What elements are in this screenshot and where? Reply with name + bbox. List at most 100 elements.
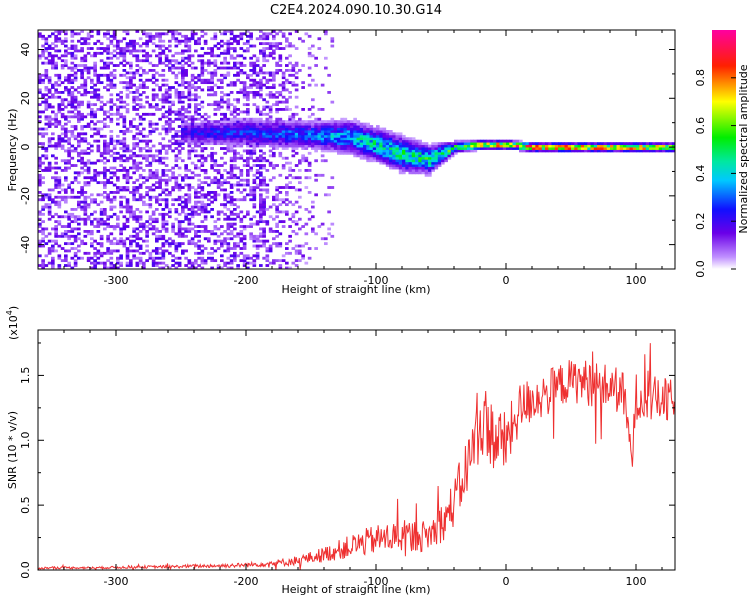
- heatmap-cell: [174, 256, 179, 260]
- heatmap-cell: [239, 230, 244, 233]
- heatmap-cell: [177, 264, 182, 267]
- heatmap-cell: [177, 39, 182, 43]
- heatmap-cell: [275, 208, 279, 211]
- heatmap-cell: [395, 137, 400, 141]
- heatmap-cell: [122, 51, 127, 55]
- heatmap-cell: [142, 169, 146, 172]
- heatmap-cell: [83, 37, 88, 41]
- heatmap-cell: [64, 78, 68, 82]
- heatmap-cell: [431, 151, 435, 155]
- heatmap-cell: [233, 49, 237, 53]
- heatmap-cell: [64, 264, 68, 267]
- heatmap-cell: [610, 144, 614, 148]
- heatmap-cell: [239, 220, 244, 224]
- heatmap-cell: [112, 191, 117, 194]
- heatmap-cell: [203, 132, 208, 136]
- heatmap-cell: [239, 251, 244, 255]
- heatmap-cell: [47, 103, 52, 107]
- heatmap-cell: [190, 37, 195, 41]
- heatmap-cell: [408, 149, 413, 153]
- heatmap-cell: [93, 176, 97, 180]
- heatmap-cell: [112, 173, 117, 177]
- heatmap-cell: [262, 37, 266, 41]
- heatmap-cell: [402, 159, 406, 163]
- heatmap-cell: [112, 249, 117, 253]
- heatmap-cell: [190, 120, 195, 124]
- heatmap-cell: [41, 73, 45, 77]
- heatmap-cell: [236, 91, 240, 94]
- heatmap-cell: [223, 61, 227, 65]
- heatmap-cell: [190, 171, 195, 175]
- heatmap-cell: [122, 64, 127, 67]
- heatmap-cell: [44, 234, 49, 238]
- heatmap-cell: [70, 266, 75, 269]
- heatmap-cell: [239, 130, 244, 133]
- heatmap-cell: [304, 159, 309, 163]
- heatmap-cell: [187, 44, 192, 48]
- heatmap-cell: [41, 244, 45, 248]
- heatmap-cell: [226, 242, 231, 246]
- heatmap-cell: [181, 176, 185, 180]
- heatmap-cell: [213, 54, 218, 58]
- heatmap-cell: [343, 130, 348, 133]
- heatmap-cell: [265, 71, 270, 75]
- heatmap-cell: [467, 142, 471, 146]
- heatmap-cell: [275, 110, 279, 114]
- heatmap-cell: [90, 261, 94, 265]
- heatmap-cell: [385, 149, 390, 153]
- heatmap-cell: [38, 56, 42, 60]
- heatmap-cell: [77, 244, 81, 248]
- heatmap-cell: [51, 117, 55, 121]
- heatmap-cell: [532, 149, 536, 153]
- heatmap-cell: [262, 144, 266, 148]
- heatmap-cell: [51, 249, 55, 253]
- heatmap-cell: [190, 237, 195, 241]
- heatmap-cell: [194, 193, 198, 197]
- heatmap-cell: [574, 142, 578, 146]
- heatmap-cell: [265, 247, 270, 250]
- snr-frame: [37, 329, 676, 571]
- heatmap-cell: [96, 149, 101, 153]
- heatmap-cell: [246, 142, 250, 146]
- heatmap-cell: [109, 117, 114, 121]
- heatmap-cell: [220, 181, 224, 185]
- heatmap-cell: [580, 144, 585, 148]
- heatmap-cell: [356, 125, 361, 128]
- heatmap-cell: [197, 195, 201, 199]
- heatmap-cell: [616, 142, 621, 146]
- heatmap-cell: [47, 95, 52, 99]
- heatmap-cell: [47, 88, 52, 92]
- heatmap-cell: [421, 151, 426, 155]
- heatmap-cell: [405, 151, 409, 155]
- heatmap-cell: [174, 30, 179, 33]
- heatmap-cell: [106, 37, 110, 41]
- heatmap-cell: [161, 256, 166, 260]
- heatmap-cell: [226, 222, 231, 226]
- heatmap-cell: [395, 164, 400, 167]
- heatmap-cell: [200, 205, 205, 209]
- heatmap-cell: [96, 120, 101, 124]
- heatmap-cell: [177, 125, 182, 128]
- heatmap-cell: [54, 54, 58, 58]
- heatmap-cell: [281, 71, 286, 75]
- heatmap-cell: [51, 227, 55, 231]
- heatmap-cell: [210, 256, 214, 260]
- heatmap-cell: [210, 251, 214, 255]
- heatmap-cell: [125, 200, 130, 204]
- heatmap-cell: [376, 130, 380, 133]
- heatmap-cell: [229, 217, 234, 221]
- heatmap-cell: [90, 222, 94, 226]
- heatmap-cell: [213, 59, 218, 63]
- heatmap-cell: [93, 91, 97, 94]
- heatmap-cell: [54, 178, 58, 182]
- heatmap-cell: [655, 149, 660, 153]
- heatmap-cell: [181, 64, 185, 67]
- heatmap-cell: [207, 127, 211, 131]
- heatmap-cell: [116, 108, 120, 111]
- heatmap-cell: [369, 144, 374, 148]
- heatmap-cell: [353, 139, 357, 143]
- heatmap-cell: [64, 210, 68, 214]
- heatmap-cell: [93, 200, 97, 204]
- heatmap-cell: [138, 122, 143, 126]
- heatmap-cell: [60, 234, 65, 238]
